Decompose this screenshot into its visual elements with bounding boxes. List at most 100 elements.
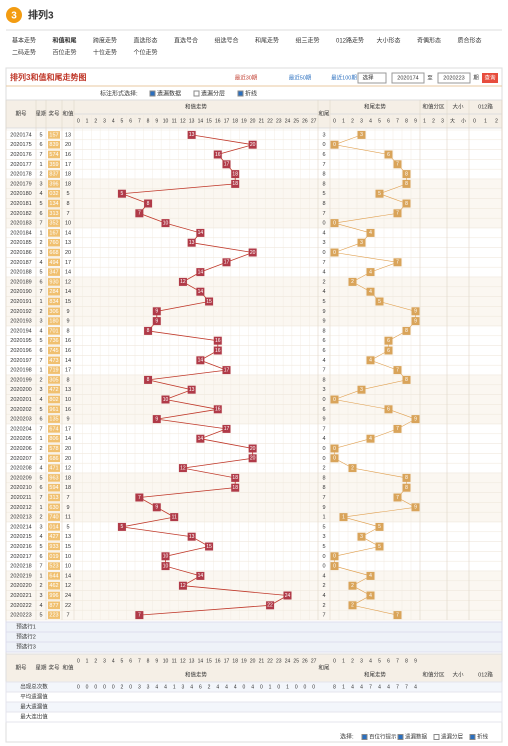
- sub-header: 15: [206, 118, 212, 124]
- weekday: 3: [39, 456, 42, 462]
- draw-number: 701: [49, 328, 58, 334]
- stat-value: 1: [173, 684, 176, 690]
- stat-value: 0: [243, 684, 246, 690]
- sum-marker: [196, 287, 205, 296]
- sub-header: 23: [276, 118, 282, 124]
- sub-header: 9: [414, 118, 417, 124]
- nav-link[interactable]: 百位走势: [53, 49, 77, 57]
- tail-value: 4: [322, 593, 325, 599]
- tail-marker-label: 4: [369, 230, 372, 236]
- sub-header: 13: [189, 658, 195, 664]
- query-button[interactable]: [482, 73, 498, 83]
- checkbox[interactable]: [149, 90, 156, 97]
- quick-filter[interactable]: 最近100期: [331, 73, 357, 81]
- tail-marker: [402, 483, 411, 492]
- sum-value: 9: [66, 417, 69, 423]
- checkbox[interactable]: [361, 734, 368, 740]
- nav-link[interactable]: 直选形态: [134, 37, 158, 45]
- nav-link[interactable]: 奇偶形态: [417, 37, 441, 45]
- weekday: 2: [39, 240, 42, 246]
- tail-marker-label: 7: [396, 367, 399, 373]
- quick-filter[interactable]: 最近50期: [289, 73, 312, 81]
- row-bg: [5, 511, 503, 523]
- nav-link[interactable]: 和尾走势: [255, 37, 279, 45]
- draw-number: 180: [49, 319, 58, 325]
- draw-number: 806: [49, 436, 58, 442]
- tail-marker: [366, 571, 375, 580]
- nav-link[interactable]: 十位走势: [93, 49, 117, 57]
- sub-header: 2: [94, 658, 97, 664]
- nav-link[interactable]: 质合形态: [458, 37, 482, 45]
- stat-row: [5, 691, 503, 703]
- option-text: 百位行提示: [369, 732, 397, 740]
- issue: 2020208: [10, 466, 31, 472]
- weekday: 1: [39, 436, 42, 442]
- logo: [6, 7, 22, 23]
- row-bg: [5, 531, 503, 542]
- sub-header: 4: [112, 118, 115, 124]
- nav-link[interactable]: 直选号合: [174, 37, 198, 45]
- draw-number: 877: [49, 603, 58, 609]
- sub-header: 14: [198, 118, 204, 124]
- quick-filter[interactable]: 最近30期: [235, 73, 258, 81]
- stat-value: 0: [277, 684, 280, 690]
- to-input[interactable]: [437, 72, 471, 84]
- nav-link[interactable]: 基本走势: [12, 37, 36, 45]
- tail-marker: [348, 464, 357, 473]
- nav-link[interactable]: 个位走势: [134, 49, 158, 57]
- nav-link[interactable]: 012路走势: [336, 37, 364, 45]
- nav-link[interactable]: 组三走势: [296, 37, 320, 45]
- checkbox[interactable]: [397, 734, 404, 740]
- number-bg: [48, 562, 60, 570]
- row-bg: [5, 159, 503, 170]
- sum-marker-label: 16: [215, 338, 221, 344]
- tail-value: 5: [322, 544, 325, 550]
- sum-marker-label: 7: [138, 495, 141, 501]
- stat-label: 平均遗漏值: [20, 692, 48, 700]
- checkbox[interactable]: [433, 734, 440, 740]
- column-header: 星期: [35, 110, 47, 117]
- nav-link[interactable]: 大小形态: [377, 37, 401, 45]
- issue: 2020200: [10, 387, 31, 393]
- sum-marker-label: 20: [250, 446, 256, 452]
- sub-header: 2: [351, 118, 354, 124]
- issue: 2020206: [10, 446, 31, 452]
- tail-marker: [375, 297, 384, 306]
- sub-header: 14: [198, 658, 204, 664]
- number-bg: [48, 170, 60, 178]
- tail-marker: [402, 179, 411, 188]
- tail-marker-label: 8: [405, 201, 408, 207]
- sum-marker-label: 9: [155, 318, 158, 324]
- checkbox[interactable]: [193, 90, 200, 97]
- weekday: 6: [39, 417, 42, 423]
- select-box[interactable]: [357, 72, 387, 84]
- sub-header: 3: [441, 118, 444, 124]
- panel-title: 排列3和值和尾走势图: [10, 72, 86, 82]
- nav-link[interactable]: 和值和尾: [52, 37, 77, 45]
- from-input[interactable]: [391, 72, 425, 84]
- nav-link[interactable]: 跨度走势: [93, 37, 117, 45]
- sum-marker: [161, 219, 170, 228]
- stat-row: [5, 701, 503, 713]
- checkbox[interactable]: [469, 734, 476, 740]
- tail-value: 0: [322, 250, 325, 256]
- nav-link[interactable]: 二码走势: [12, 49, 36, 57]
- sub-header: 1: [342, 118, 345, 124]
- tail-marker-label: 9: [414, 416, 417, 422]
- sum-marker: [222, 424, 231, 433]
- sum-marker-label: 14: [198, 573, 204, 579]
- sub-header: 6: [129, 118, 132, 124]
- row-bg: [5, 580, 503, 591]
- tail-marker-label: 7: [396, 426, 399, 432]
- group-header: 大小: [452, 102, 464, 110]
- sum-marker-label: 18: [232, 485, 238, 491]
- row-bg: [5, 492, 503, 503]
- nav-link[interactable]: 组选号合: [215, 37, 239, 45]
- tail-value: 8: [322, 475, 325, 481]
- tail-marker-label: 4: [369, 436, 372, 442]
- draw-number: 736: [49, 338, 58, 344]
- checkbox[interactable]: [237, 90, 244, 97]
- tail-value: 7: [322, 495, 325, 501]
- sum-marker: [222, 160, 231, 169]
- tail-value: 4: [322, 358, 325, 364]
